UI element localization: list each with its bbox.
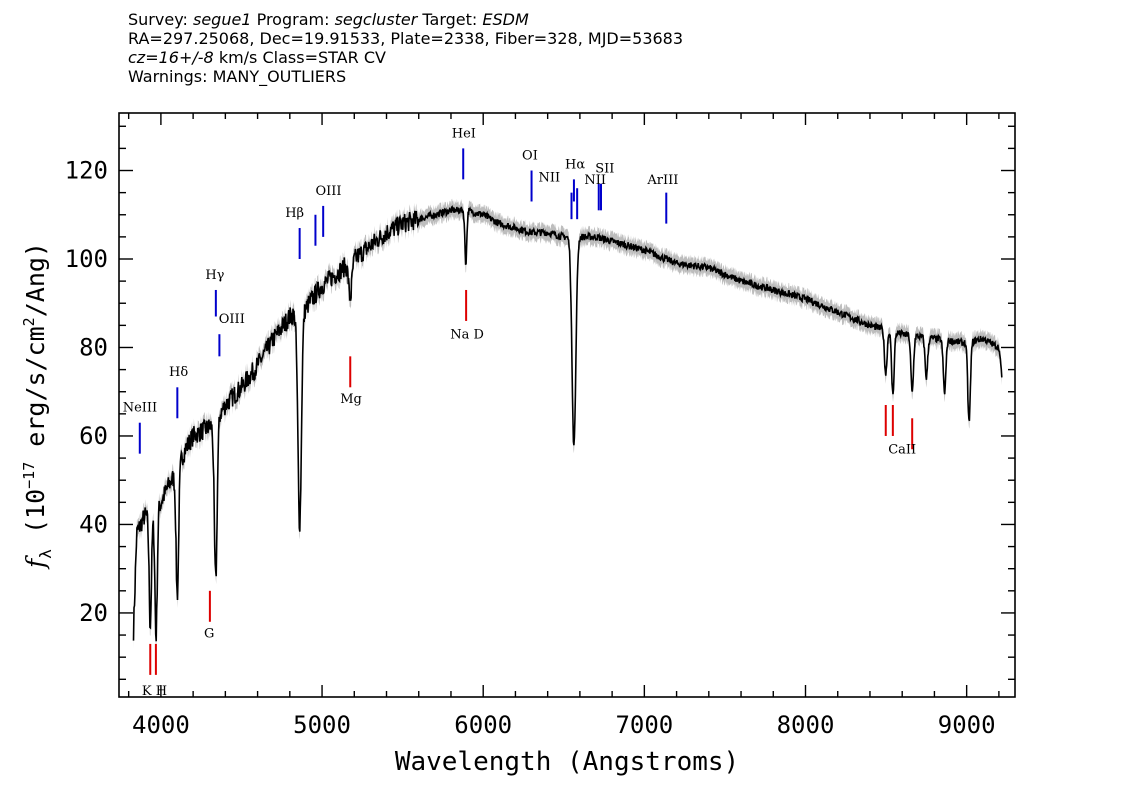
program-value: segcluster (334, 10, 418, 29)
emission-line-label: SII (595, 162, 614, 177)
emission-line-label: NII (538, 171, 560, 186)
target-label: Target: (422, 10, 478, 29)
y-tick-label: 100 (65, 245, 108, 273)
spectrum-line (132, 205, 1003, 642)
survey-label: Survey: (128, 10, 188, 29)
x-tick-label: 4000 (132, 711, 190, 739)
absorption-line-label: G (204, 626, 214, 641)
emission-line-label: Hα (565, 157, 585, 172)
redshift-value: cz=16+/-8 (128, 48, 214, 67)
x-tick-label: 7000 (615, 711, 673, 739)
emission-line-label: NII (584, 173, 606, 188)
spectrum-line-group (132, 205, 1003, 642)
plot-header: Survey: segue1 Program: segcluster Targe… (128, 10, 683, 86)
y-tick-label: 120 (65, 157, 108, 185)
emission-line-label: Hβ (285, 206, 304, 221)
header-line-survey: Survey: segue1 Program: segcluster Targe… (128, 10, 683, 29)
emission-line-label: HeI (452, 126, 476, 141)
y-tick-label: 40 (79, 510, 108, 538)
x-tick-label: 5000 (293, 711, 351, 739)
absorption-line-label: Mg (340, 392, 362, 407)
header-line-coordinates: RA=297.25068, Dec=19.91533, Plate=2338, … (128, 29, 684, 48)
x-tick-label: 6000 (454, 711, 512, 739)
y-tick-label: 20 (79, 599, 108, 627)
survey-value: segue1 (192, 10, 252, 29)
error-envelope (133, 198, 1002, 650)
header-line-redshift: cz=16+/-8 km/s Class=STAR CV (128, 48, 683, 67)
emission-line-label: NeIII (123, 401, 157, 416)
emission-line-label: OIII (315, 184, 341, 199)
emission-line-label: Hγ (205, 268, 224, 283)
x-tick-label: 9000 (938, 711, 996, 739)
emission-line-label: ArIII (646, 173, 678, 188)
emission-line-label: Hδ (169, 365, 188, 380)
y-tick-label: 60 (79, 422, 108, 450)
y-axis-label: fλ (10−17 erg/s/cm2/Ang) (20, 242, 55, 570)
plot-frame (118, 112, 1016, 698)
class-value: km/s Class=STAR CV (218, 48, 386, 67)
program-label: Program: (256, 10, 330, 29)
absorption-line-label: CaII (888, 443, 916, 458)
y-tick-label: 80 (79, 333, 108, 361)
error-band (133, 198, 1002, 650)
x-axis-label: Wavelength (Angstroms) (395, 747, 739, 777)
x-tick-label: 8000 (777, 711, 835, 739)
axis-ticks: 4000 5000 6000 7000 8000 9000 20 40 60 80 100 120 (65, 113, 1015, 739)
emission-line-label: OIII (219, 312, 245, 327)
target-value: ESDM (482, 10, 529, 29)
emission-line-label: OI (522, 148, 538, 163)
header-line-warnings: Warnings: MANY_OUTLIERS (128, 67, 347, 86)
absorption-line-label: Na D (450, 328, 484, 343)
